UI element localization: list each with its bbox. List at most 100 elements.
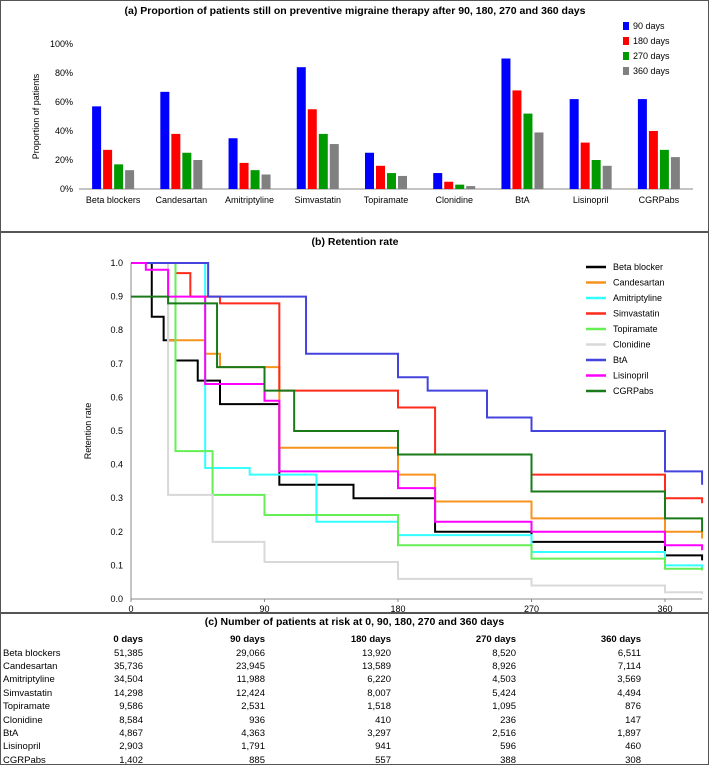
legend-swatch bbox=[623, 67, 629, 75]
bar bbox=[670, 157, 680, 189]
bar bbox=[602, 165, 612, 189]
bar bbox=[114, 164, 124, 189]
y-tick-label: 0.7 bbox=[110, 359, 123, 369]
table-cell: 35,736 bbox=[113, 660, 143, 672]
bar-chart-title: (a) Proportion of patients still on prev… bbox=[125, 5, 586, 17]
table-cell: 8,520 bbox=[492, 647, 516, 659]
bar bbox=[648, 131, 658, 189]
y-tick-label: 0.1 bbox=[110, 560, 123, 570]
table-cell: 29,066 bbox=[235, 647, 265, 659]
at-risk-table: 0 days 90 days 180 days 270 days 360 days Bet… bbox=[3, 633, 641, 765]
y-axis-label: Proportion of patients bbox=[31, 73, 41, 159]
table-cell: 23,945 bbox=[235, 660, 265, 672]
table-cell: 51,385 bbox=[113, 647, 143, 659]
bar bbox=[512, 90, 522, 189]
row-label: BtA bbox=[3, 727, 19, 739]
bar bbox=[444, 181, 454, 189]
y-tick-label: 0.5 bbox=[110, 426, 123, 436]
legend-swatch bbox=[623, 52, 629, 60]
table-cell: 1,402 bbox=[119, 754, 143, 765]
x-tick-label: Candesartan bbox=[156, 195, 208, 205]
bar bbox=[569, 99, 579, 189]
column-header: 0 days bbox=[113, 634, 143, 646]
x-tick-label: Beta blockers bbox=[86, 195, 141, 205]
bar bbox=[103, 149, 113, 189]
y-tick-label: 0.0 bbox=[110, 594, 123, 604]
row-label: Topiramate bbox=[3, 701, 50, 713]
table-cell: 4,363 bbox=[241, 727, 265, 739]
table-cell: 1,518 bbox=[367, 701, 391, 713]
legend-label: 180 days bbox=[633, 36, 670, 46]
bar bbox=[296, 67, 306, 189]
bar bbox=[523, 113, 533, 189]
x-tick-label: Clonidine bbox=[435, 195, 473, 205]
panel-c: (c) Number of patients at risk at 0, 90,… bbox=[0, 612, 709, 765]
table-cell: 11,988 bbox=[236, 674, 265, 686]
bar bbox=[92, 106, 102, 189]
y-tick-label: 0.6 bbox=[110, 392, 123, 402]
series-line bbox=[131, 295, 704, 532]
column-header: 90 days bbox=[230, 634, 265, 646]
legend-label: Beta blocker bbox=[613, 262, 663, 272]
bar bbox=[125, 170, 135, 189]
y-tick-label: 80% bbox=[55, 68, 73, 78]
table-cell: 6,511 bbox=[617, 647, 641, 659]
x-tick-label: 360 bbox=[657, 604, 672, 613]
bar bbox=[318, 133, 328, 189]
table-row: Simvastatin 14,298 12,424 8,007 5,424 4,494 bbox=[3, 687, 641, 700]
y-axis-label: Retention rate bbox=[83, 403, 93, 460]
x-tick-label: BtA bbox=[515, 195, 530, 205]
table-row: Candesartan 35,736 23,945 13,589 8,926 7,114 bbox=[3, 660, 641, 673]
series-line bbox=[131, 262, 704, 485]
table-cell: 936 bbox=[249, 714, 265, 726]
table-cell: 236 bbox=[500, 714, 516, 726]
table-cell: 14,298 bbox=[113, 687, 143, 699]
row-label: Beta blockers bbox=[3, 647, 61, 659]
bar bbox=[228, 138, 238, 189]
y-tick-label: 0.2 bbox=[110, 527, 123, 537]
table-cell: 941 bbox=[375, 741, 391, 753]
table-cell: 2,516 bbox=[492, 727, 516, 739]
bar bbox=[501, 58, 511, 189]
y-tick-label: 0.4 bbox=[110, 460, 123, 470]
table-cell: 308 bbox=[625, 754, 641, 765]
table-cell: 7,114 bbox=[617, 660, 641, 672]
bar bbox=[365, 152, 374, 189]
bar bbox=[307, 109, 317, 189]
table-cell: 147 bbox=[625, 714, 641, 726]
table-cell: 8,007 bbox=[367, 687, 391, 699]
column-header: 180 days bbox=[350, 634, 391, 646]
y-tick-label: 100% bbox=[50, 39, 73, 49]
table-cell: 13,589 bbox=[361, 660, 391, 672]
table-title: (c) Number of patients at risk at 0, 90,… bbox=[204, 616, 505, 628]
line-chart: (b) Retention rate 0.0 0.1 0.2 0.3 0.4 0.5 0.6… bbox=[83, 236, 704, 627]
y-tick-label: 0.9 bbox=[110, 292, 123, 302]
table-cell: 885 bbox=[249, 754, 265, 765]
table-cell: 8,584 bbox=[119, 714, 143, 726]
bar bbox=[239, 162, 249, 189]
row-label: Lisinopril bbox=[3, 741, 41, 753]
bar bbox=[534, 132, 544, 189]
legend-swatch bbox=[623, 22, 629, 30]
bar bbox=[398, 175, 407, 189]
table-cell: 3,297 bbox=[367, 727, 391, 739]
table-cell: 4,503 bbox=[492, 674, 516, 686]
bar bbox=[455, 184, 465, 189]
column-header bbox=[3, 633, 113, 646]
table-row: Beta blockers 51,385 29,066 13,920 8,520 6,51… bbox=[3, 646, 641, 659]
table-row: BtA 4,867 4,363 3,297 2,516 1,897 bbox=[3, 727, 641, 740]
series-line bbox=[131, 262, 704, 594]
bar bbox=[250, 170, 260, 189]
bar bbox=[433, 173, 443, 189]
bar bbox=[376, 165, 385, 189]
x-tick-label: Simvastatin bbox=[295, 195, 342, 205]
panel-b: (b) Retention rate 0.0 0.1 0.2 0.3 0.4 0.5 0.6… bbox=[0, 231, 709, 627]
bar bbox=[466, 186, 476, 189]
table-cell: 13,920 bbox=[361, 647, 391, 659]
row-label: CGRPabs bbox=[3, 754, 46, 765]
legend-label: Candesartan bbox=[613, 278, 665, 288]
table-row: Lisinopril 2,903 1,791 941 596 460 bbox=[3, 740, 641, 753]
table-cell: 460 bbox=[625, 741, 641, 753]
table-cell: 876 bbox=[625, 701, 641, 713]
